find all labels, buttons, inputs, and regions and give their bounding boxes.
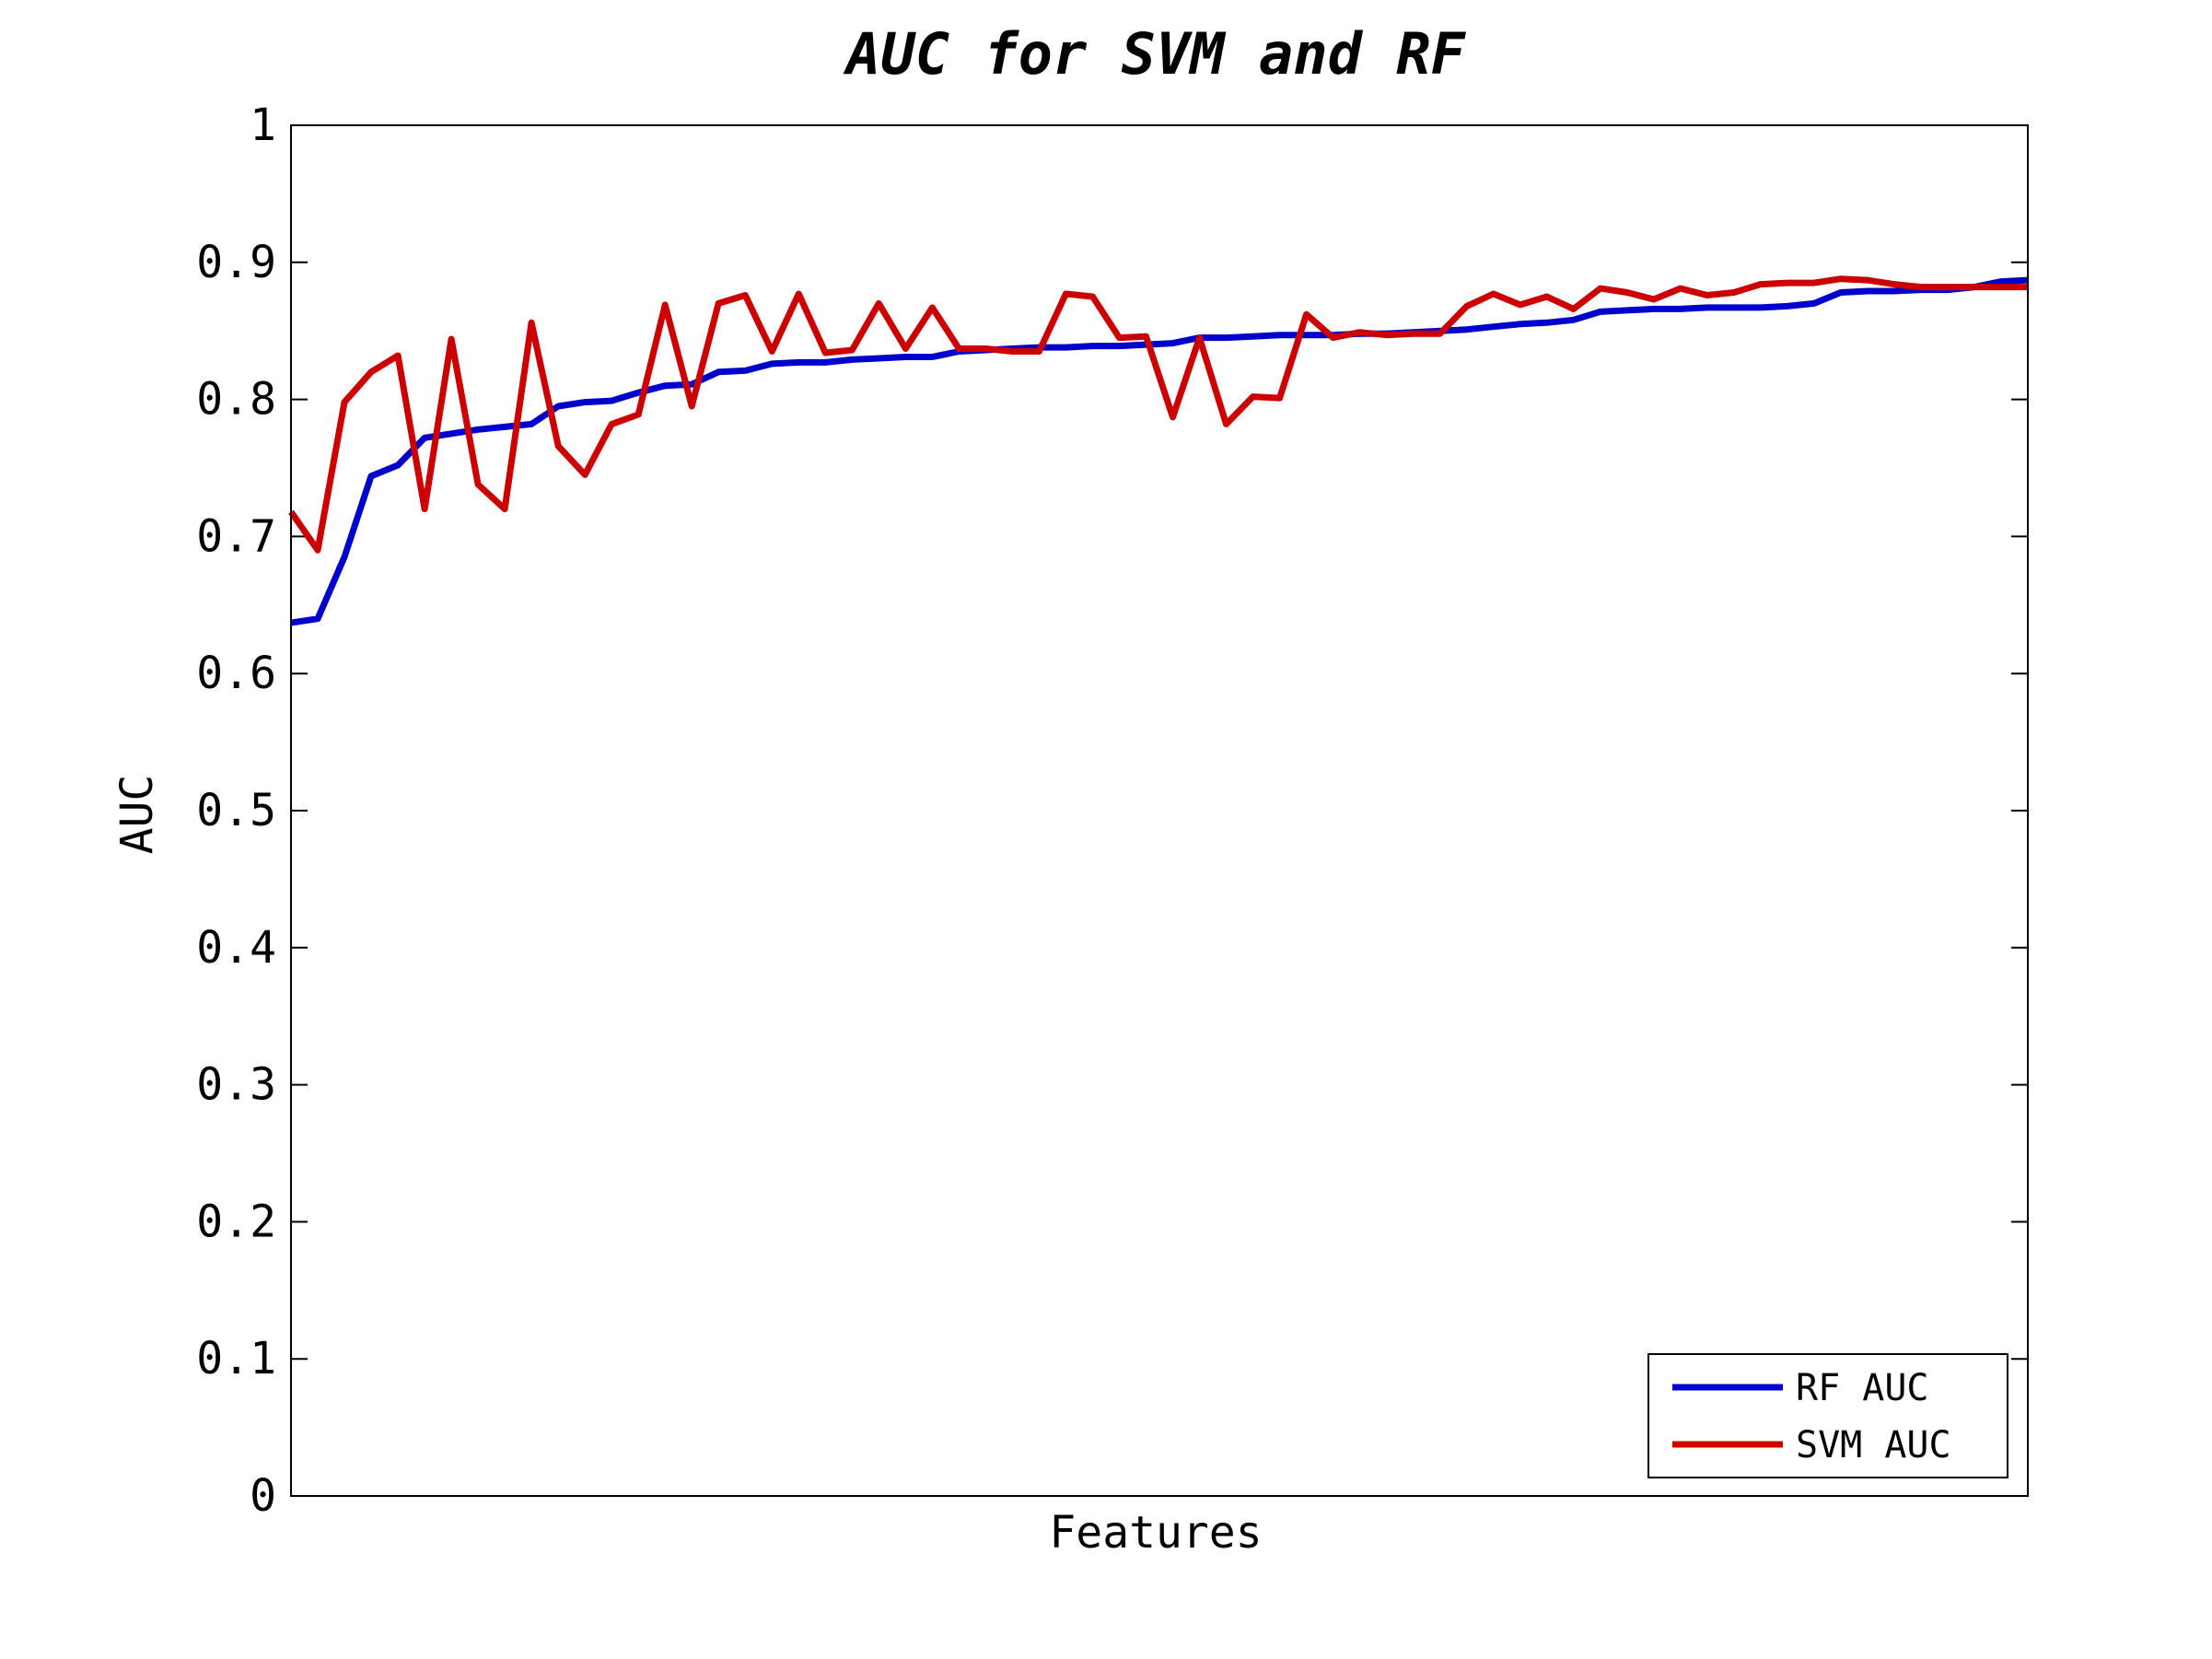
series-line-rf-auc bbox=[290, 276, 2029, 626]
chart-title: AUC for SVM and RF bbox=[843, 20, 1467, 88]
legend-box bbox=[1647, 1353, 2008, 1478]
legend: RF AUC SVM AUC bbox=[1647, 1353, 2008, 1478]
y-tick-label: 0.8 bbox=[196, 374, 276, 426]
y-tick-label: 0.1 bbox=[196, 1333, 276, 1384]
plot-frame bbox=[290, 124, 2029, 1497]
series-line-svm-auc bbox=[288, 275, 2028, 554]
legend-label-svm: SVM AUC bbox=[1796, 1424, 1951, 1466]
y-tick-label: 1 bbox=[250, 99, 276, 151]
y-tick-label: 0.6 bbox=[196, 648, 276, 699]
y-tick-label: 0.7 bbox=[196, 510, 276, 562]
y-tick-label: 0.4 bbox=[196, 922, 276, 974]
y-tick-label: 0 bbox=[250, 1470, 276, 1522]
series-lines bbox=[288, 275, 2029, 626]
legend-label-rf: RF AUC bbox=[1796, 1367, 1929, 1409]
y-tick-label: 0.3 bbox=[196, 1059, 276, 1111]
y-tick-label: 0.2 bbox=[196, 1196, 276, 1247]
y-axis-ticks: 0 0.1 0.2 0.3 0.4 0.5 0.6 0.7 0.8 0.9 1 bbox=[196, 99, 2028, 1522]
y-tick-label: 0.9 bbox=[196, 237, 276, 288]
y-tick-label: 0.5 bbox=[196, 785, 276, 836]
y-axis-label: AUC bbox=[111, 775, 163, 855]
x-axis-label: Features bbox=[1049, 1507, 1262, 1559]
